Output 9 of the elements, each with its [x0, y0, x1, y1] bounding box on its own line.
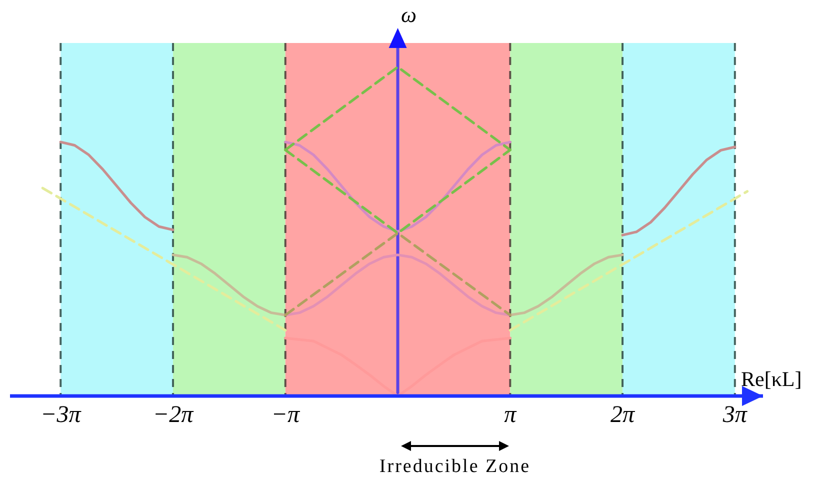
x-axis-title: Re[κL]: [741, 367, 802, 391]
x-tick-label: 2π: [610, 402, 636, 428]
x-tick-label: −3π: [40, 402, 82, 428]
text: Irreducible Zone: [379, 456, 531, 477]
x-tick-label: −π: [271, 402, 300, 428]
y-axis-title: ω: [400, 2, 417, 27]
x-tick-label: 3π: [722, 402, 748, 428]
x-tick-label: π: [504, 402, 518, 428]
x-tick-label: −2π: [152, 402, 194, 428]
